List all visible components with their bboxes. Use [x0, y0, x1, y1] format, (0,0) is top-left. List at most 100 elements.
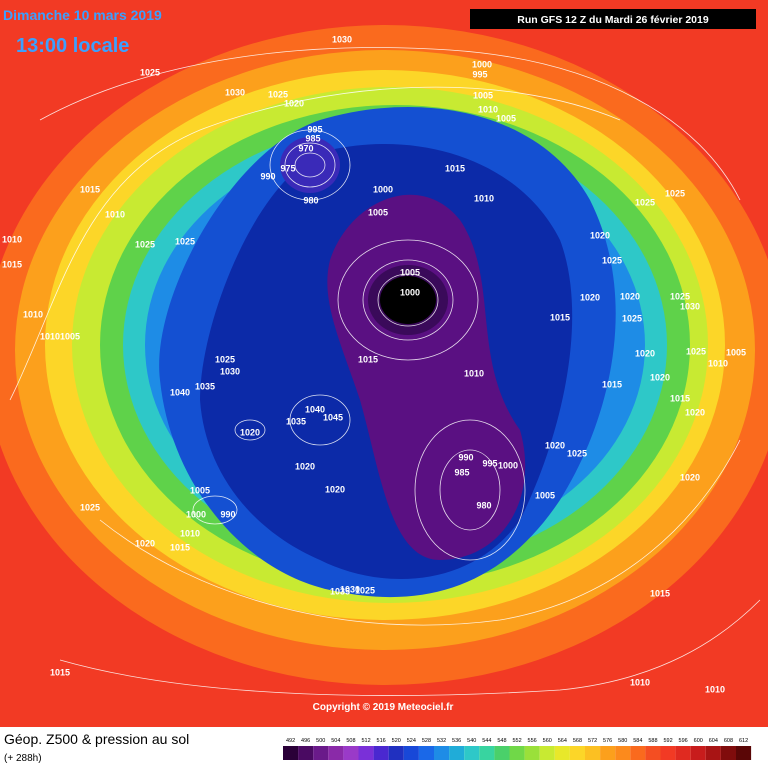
- isobar-label: 1025: [602, 255, 622, 265]
- isobar-label: 1000: [472, 59, 492, 69]
- scale-label: 572: [588, 738, 597, 744]
- scale-swatch: [630, 746, 646, 760]
- isobar-label: 1020: [685, 407, 705, 417]
- isobar-label: 1025: [567, 448, 587, 458]
- isobar-label: 1030: [680, 301, 700, 311]
- isobar-label: 1015: [602, 379, 622, 389]
- scale-swatch: [645, 746, 661, 760]
- isobar-label: 1030: [220, 366, 240, 376]
- scale-label: 548: [497, 738, 506, 744]
- scale-label: 564: [558, 738, 567, 744]
- scale-label: 516: [377, 738, 386, 744]
- scale-label: 528: [422, 738, 431, 744]
- scale-label: 500: [316, 738, 325, 744]
- scale-swatch: [283, 746, 299, 760]
- isobar-label: 985: [454, 467, 469, 477]
- isobar-label: 990: [220, 509, 235, 519]
- isobar-label: 1010: [23, 309, 43, 319]
- scale-swatch: [736, 746, 752, 760]
- scale-swatch: [600, 746, 616, 760]
- scale-swatch: [690, 746, 706, 760]
- isobar-label: 1010: [464, 368, 484, 378]
- scale-swatch: [388, 746, 404, 760]
- scale-label: 592: [663, 738, 672, 744]
- isobar-label: 1025: [635, 197, 655, 207]
- run-info: Run GFS 12 Z du Mardi 26 février 2019: [517, 14, 709, 26]
- isobar-label: 1025: [686, 346, 706, 356]
- isobar-label: 1010: [40, 331, 60, 341]
- date: Dimanche 10 mars 2019: [3, 7, 162, 23]
- isobar-label: 1025: [175, 236, 195, 246]
- isobar-label: 975: [280, 163, 295, 173]
- isobar-label: 980: [476, 500, 491, 510]
- isobar-label: 1035: [286, 416, 306, 426]
- isobar-label: 1015: [358, 354, 378, 364]
- isobar-label: 1045: [323, 412, 343, 422]
- scale-label: 508: [346, 738, 355, 744]
- scale-label: 532: [437, 738, 446, 744]
- isobar-label: 970: [298, 143, 313, 153]
- scale-swatch: [660, 746, 676, 760]
- isobar-label: 1020: [650, 372, 670, 382]
- scale-label: 552: [512, 738, 521, 744]
- color-scale: 492 496 500 504 508 512 516 520 524 528 532 536 540 5…: [283, 738, 752, 760]
- scale-label: 556: [528, 738, 537, 744]
- isobar-label: 1015: [2, 259, 22, 269]
- isobar-label: 1005: [368, 207, 388, 217]
- isobar-label: 1010: [705, 684, 725, 694]
- isobar-label: 1035: [330, 586, 350, 596]
- isobar-label: 1005: [190, 485, 210, 495]
- isobar-label: 1005: [473, 90, 493, 100]
- time: 13:00 locale: [16, 35, 129, 57]
- scale-swatch: [554, 746, 570, 760]
- isobar-label: 1020: [240, 427, 260, 437]
- isobar-label: 1025: [670, 291, 690, 301]
- isobar-label: 1010: [474, 193, 494, 203]
- isobar-label: 1015: [170, 542, 190, 552]
- isobar-label: 1010: [105, 209, 125, 219]
- isobar-label: 1020: [620, 291, 640, 301]
- isobar-label: 1020: [590, 230, 610, 240]
- isobar-label: 1015: [50, 667, 70, 677]
- scale-swatch: [509, 746, 525, 760]
- isobar-label: 1010: [630, 677, 650, 687]
- isobar-label: 1000: [498, 460, 518, 470]
- isobar-label: 1000: [186, 509, 206, 519]
- scale-label: 520: [392, 738, 401, 744]
- isobar-label: 1025: [135, 239, 155, 249]
- scale-swatch: [615, 746, 631, 760]
- isobar-label: 1005: [60, 331, 80, 341]
- footer-lead: (+ 288h): [4, 753, 42, 764]
- scale-swatch: [705, 746, 721, 760]
- isobar-label: 1025: [215, 354, 235, 364]
- scale-label: 604: [709, 738, 718, 744]
- scale-label: 560: [543, 738, 552, 744]
- isobar-label: 1000: [400, 287, 420, 297]
- isobar-label: 1015: [650, 588, 670, 598]
- isobar-label: 1030: [340, 584, 360, 594]
- isobar-label: 1020: [135, 538, 155, 548]
- scale-swatch: [373, 746, 389, 760]
- scale-swatch: [418, 746, 434, 760]
- isobar-label: 1025: [622, 313, 642, 323]
- geopotential-field: [0, 0, 768, 727]
- isobar-label: 995: [482, 458, 497, 468]
- scale-label: 612: [739, 738, 748, 744]
- scale-swatch: [328, 746, 344, 760]
- isobar-label: 1020: [295, 461, 315, 471]
- copyright: Copyright © 2019 Meteociel.fr: [313, 702, 454, 713]
- scale-swatch: [298, 746, 314, 760]
- scale-label: 544: [482, 738, 491, 744]
- scale-label: 492: [286, 738, 295, 744]
- isobar-label: 1015: [670, 393, 690, 403]
- isobars: [9, 47, 761, 696]
- isobar-label: 1035: [195, 381, 215, 391]
- scale-swatch: [524, 746, 540, 760]
- scale-swatch: [479, 746, 495, 760]
- isobar-label: 985: [305, 133, 320, 143]
- isobar-label: 995: [307, 124, 322, 134]
- isobar-label: 1025: [140, 67, 160, 77]
- isobar-label: 1005: [726, 347, 746, 357]
- scale-label: 504: [331, 738, 340, 744]
